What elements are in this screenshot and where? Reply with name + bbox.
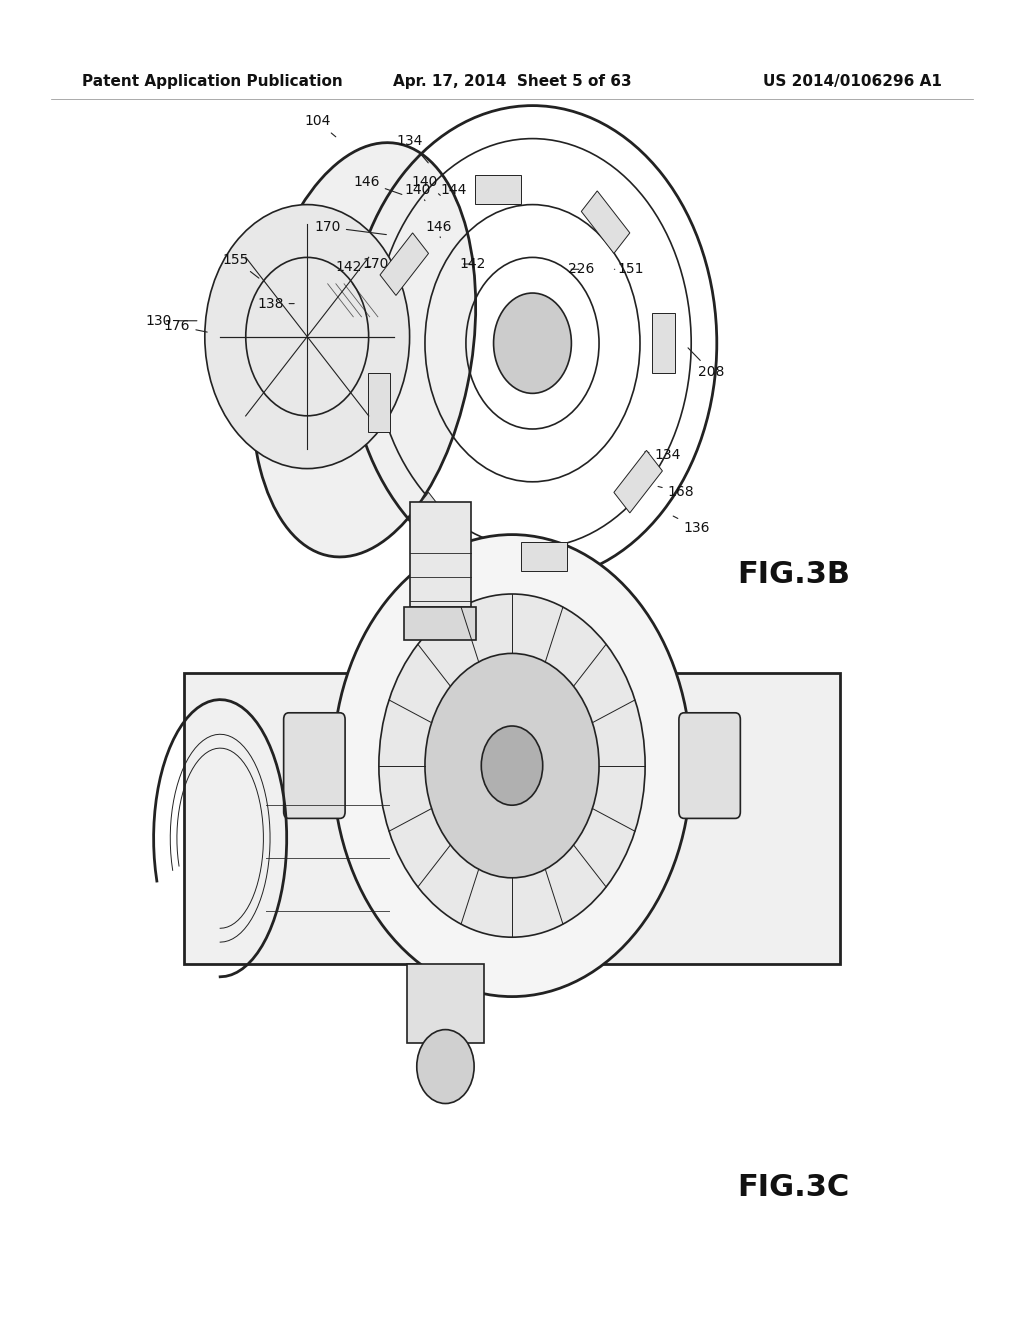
Bar	[410, 502, 471, 607]
Circle shape	[417, 1030, 474, 1104]
Text: 170: 170	[314, 220, 386, 235]
Text: Patent Application Publication: Patent Application Publication	[82, 74, 343, 90]
Text: 140: 140	[412, 176, 440, 195]
Text: 155: 155	[222, 253, 259, 279]
Bar	[413, 492, 461, 554]
Text: FIG.3C: FIG.3C	[737, 1173, 850, 1203]
Circle shape	[494, 293, 571, 393]
Text: 130: 130	[145, 314, 197, 327]
Bar	[582, 191, 630, 253]
Text: 170: 170	[362, 257, 401, 271]
Circle shape	[425, 653, 599, 878]
Bar	[404, 607, 476, 640]
Ellipse shape	[251, 143, 476, 557]
Circle shape	[379, 594, 645, 937]
Bar	[475, 176, 521, 205]
Bar	[380, 232, 428, 296]
Text: 144: 144	[440, 183, 467, 201]
Text: US 2014/0106296 A1: US 2014/0106296 A1	[763, 74, 942, 90]
FancyBboxPatch shape	[679, 713, 740, 818]
Text: 142: 142	[335, 260, 371, 273]
Text: 146: 146	[425, 220, 452, 238]
Text: FIG.3B: FIG.3B	[737, 560, 850, 589]
Text: 138: 138	[257, 297, 294, 310]
Text: 168: 168	[658, 486, 694, 499]
Text: 140: 140	[404, 183, 431, 201]
Bar	[652, 313, 675, 372]
Bar	[368, 372, 390, 433]
Circle shape	[205, 205, 410, 469]
Text: 134: 134	[396, 135, 428, 162]
Bar	[614, 450, 663, 513]
Text: 136: 136	[673, 516, 710, 535]
Bar	[184, 673, 840, 964]
Circle shape	[481, 726, 543, 805]
Circle shape	[333, 535, 691, 997]
Text: 134: 134	[645, 449, 681, 462]
Text: 176: 176	[164, 319, 207, 333]
FancyBboxPatch shape	[284, 713, 345, 818]
Text: 208: 208	[688, 348, 725, 379]
Text: 151: 151	[614, 263, 644, 276]
Bar	[521, 543, 567, 572]
Text: 208: 208	[509, 657, 536, 671]
Text: 226: 226	[568, 263, 595, 276]
Text: 104: 104	[304, 115, 336, 137]
Text: 142: 142	[460, 257, 486, 271]
Bar	[408, 964, 484, 1043]
Text: 146: 146	[353, 176, 401, 194]
Text: Apr. 17, 2014  Sheet 5 of 63: Apr. 17, 2014 Sheet 5 of 63	[392, 74, 632, 90]
